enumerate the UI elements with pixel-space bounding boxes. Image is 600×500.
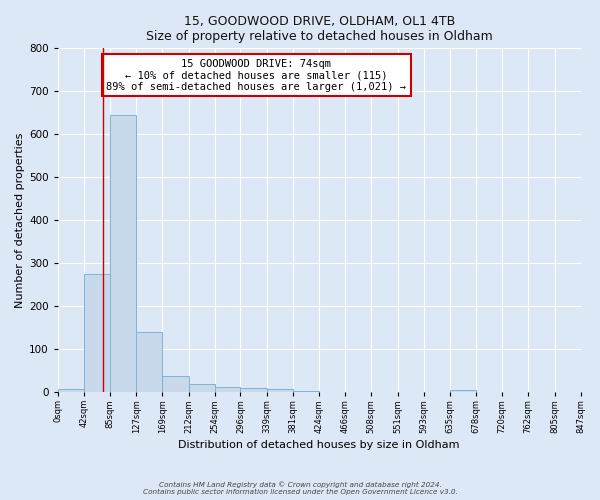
Bar [293,391,319,392]
Bar [215,387,241,392]
Y-axis label: Number of detached properties: Number of detached properties [15,132,25,308]
Bar [136,332,162,392]
Bar [449,390,476,392]
Bar [58,388,84,392]
Bar [110,115,136,392]
X-axis label: Distribution of detached houses by size in Oldham: Distribution of detached houses by size … [178,440,460,450]
Bar [84,274,110,392]
Text: 15 GOODWOOD DRIVE: 74sqm
← 10% of detached houses are smaller (115)
89% of semi-: 15 GOODWOOD DRIVE: 74sqm ← 10% of detach… [106,58,406,92]
Bar [241,388,267,392]
Text: Contains HM Land Registry data © Crown copyright and database right 2024.
Contai: Contains HM Land Registry data © Crown c… [143,481,457,495]
Bar [162,376,188,392]
Bar [188,384,215,392]
Bar [267,388,293,392]
Title: 15, GOODWOOD DRIVE, OLDHAM, OL1 4TB
Size of property relative to detached houses: 15, GOODWOOD DRIVE, OLDHAM, OL1 4TB Size… [146,15,493,43]
